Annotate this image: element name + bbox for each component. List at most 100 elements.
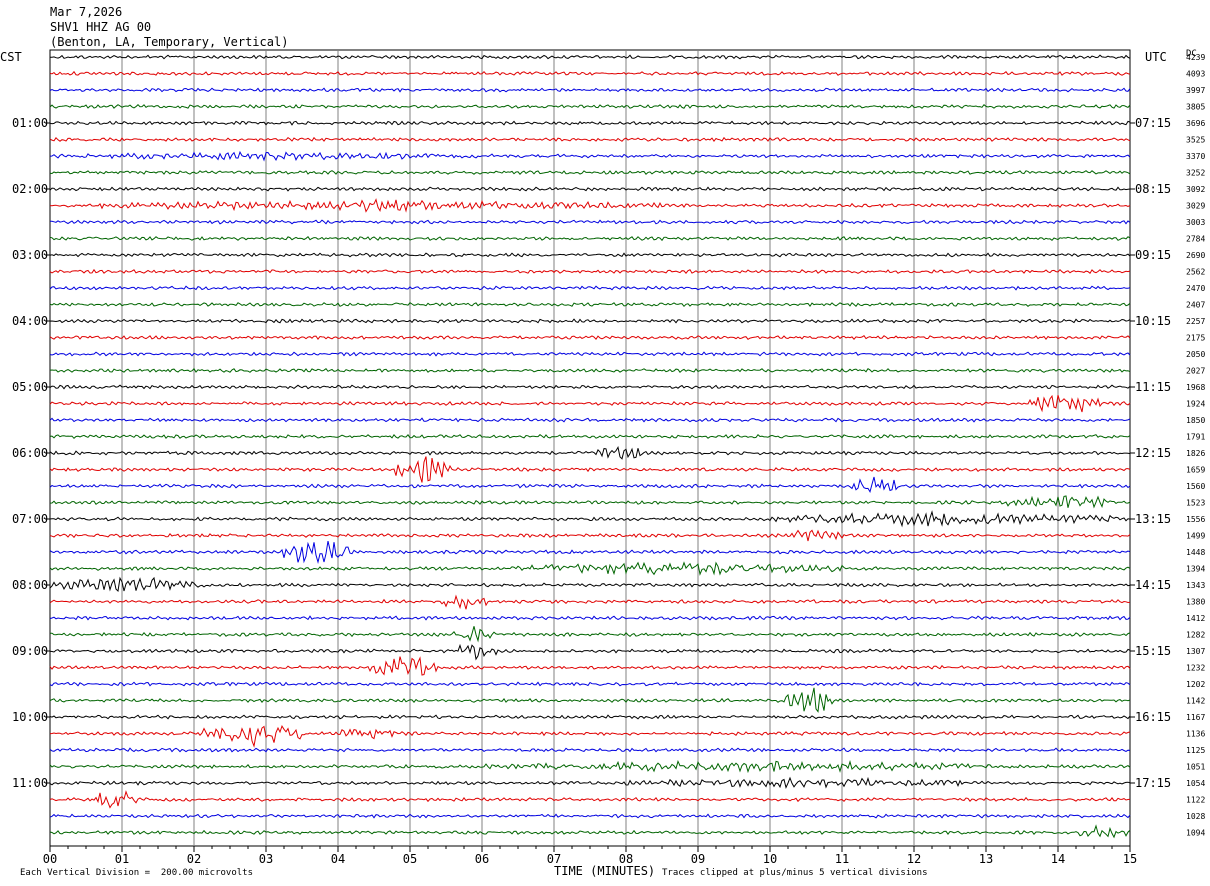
station-name: SHV1 HHZ AG 00	[50, 20, 152, 34]
plot-date: Mar 7,2026	[50, 5, 123, 19]
trace-row	[49, 529, 1131, 542]
dc-offset-label: 3092	[1186, 185, 1205, 194]
x-tick-label: 14	[1051, 852, 1065, 866]
trace-row	[49, 714, 1131, 720]
x-tick-label: 12	[907, 852, 921, 866]
left-time-label: 05:00	[12, 380, 48, 394]
dc-offset-label: 3252	[1186, 169, 1205, 178]
dc-offset-label: 1122	[1186, 796, 1205, 805]
trace-row	[49, 576, 1131, 593]
left-time-label: 11:00	[12, 776, 48, 790]
dc-offset-label: 1136	[1186, 730, 1205, 739]
right-time-label: 17:15	[1135, 776, 1171, 790]
trace-row	[49, 285, 1131, 291]
trace-row	[49, 790, 1131, 809]
dc-offset-label: 3696	[1186, 119, 1205, 128]
dc-offset-label: 1850	[1186, 416, 1205, 425]
dc-offset-label: 1968	[1186, 383, 1205, 392]
trace-row	[49, 681, 1131, 687]
trace-row	[49, 136, 1131, 142]
right-time-label: 13:15	[1135, 512, 1171, 526]
trace-row	[49, 335, 1131, 341]
x-tick-label: 10	[763, 852, 777, 866]
x-tick-label: 13	[979, 852, 993, 866]
trace-row	[49, 367, 1131, 373]
x-tick-label: 09	[691, 852, 705, 866]
x-tick-label: 07	[547, 852, 561, 866]
right-time-label: 10:15	[1135, 314, 1171, 328]
dc-offset-label: 1142	[1186, 697, 1205, 706]
trace-row	[49, 169, 1131, 175]
dc-offset-label: 1556	[1186, 515, 1205, 524]
trace-row	[49, 510, 1131, 528]
left-time-label: 08:00	[12, 578, 48, 592]
dc-offset-label: 1499	[1186, 532, 1205, 541]
dc-offset-label: 2050	[1186, 350, 1205, 359]
trace-row	[49, 824, 1131, 839]
right-time-label: 16:15	[1135, 710, 1171, 724]
right-time-label: 08:15	[1135, 182, 1171, 196]
dc-offset-label: 1448	[1186, 548, 1205, 557]
x-tick-label: 02	[187, 852, 201, 866]
left-timezone: CST	[0, 50, 22, 64]
trace-row	[49, 103, 1131, 109]
dc-offset-label: 3525	[1186, 136, 1205, 145]
right-time-label: 11:15	[1135, 380, 1171, 394]
dc-offset-label: 1167	[1186, 713, 1205, 722]
left-time-label: 07:00	[12, 512, 48, 526]
x-tick-label: 08	[619, 852, 633, 866]
trace-row	[49, 776, 1131, 790]
right-time-label: 09:15	[1135, 248, 1171, 262]
trace-row	[49, 70, 1131, 76]
x-tick-label: 01	[115, 852, 129, 866]
trace-row	[49, 268, 1131, 274]
dc-offset-label: 1125	[1186, 746, 1205, 755]
trace-row	[49, 759, 1131, 774]
plot-frame	[49, 49, 1131, 847]
dc-offset-label: 1791	[1186, 433, 1205, 442]
right-time-label: 15:15	[1135, 644, 1171, 658]
right-timezone: UTC	[1145, 50, 1167, 64]
x-tick-label: 03	[259, 852, 273, 866]
dc-offset-label: 1094	[1186, 829, 1205, 838]
dc-offset-label: 3370	[1186, 152, 1205, 161]
dc-offset-label: 2562	[1186, 268, 1205, 277]
dc-offset-label: 1412	[1186, 614, 1205, 623]
left-time-label: 10:00	[12, 710, 48, 724]
trace-row	[49, 433, 1131, 440]
dc-offset-label: 4239	[1186, 53, 1205, 62]
left-time-label: 04:00	[12, 314, 48, 328]
trace-row	[49, 235, 1131, 242]
left-time-label: 09:00	[12, 644, 48, 658]
trace-row	[49, 351, 1131, 357]
dc-offset-label: 2175	[1186, 334, 1205, 343]
clip-note: Traces clipped at plus/minus 5 vertical …	[662, 868, 928, 878]
dc-offset-label: 2027	[1186, 367, 1205, 376]
dc-offset-label: 1307	[1186, 647, 1205, 656]
x-tick-label: 06	[475, 852, 489, 866]
left-time-label: 01:00	[12, 116, 48, 130]
dc-offset-label: 1659	[1186, 466, 1205, 475]
dc-offset-label: 1232	[1186, 664, 1205, 673]
trace-row	[49, 594, 1131, 610]
trace-row	[49, 747, 1131, 753]
dc-offset-label: 1394	[1186, 565, 1205, 574]
trace-row	[49, 252, 1131, 258]
left-time-label: 02:00	[12, 182, 48, 196]
scale-note: Each Vertical Division = 200.00 microvol…	[20, 868, 253, 878]
x-tick-label: 00	[43, 852, 57, 866]
trace-row	[49, 120, 1131, 126]
dc-offset-label: 1924	[1186, 400, 1205, 409]
trace-row	[49, 476, 1131, 493]
dc-offset-label: 2407	[1186, 301, 1205, 310]
trace-row	[49, 813, 1131, 819]
x-tick-label: 04	[331, 852, 345, 866]
dc-header: DC	[1186, 49, 1197, 59]
dc-offset-label: 2690	[1186, 251, 1205, 260]
dc-offset-label: 1380	[1186, 598, 1205, 607]
dc-offset-label: 2784	[1186, 235, 1205, 244]
trace-row	[49, 615, 1131, 621]
trace-row	[49, 150, 1131, 162]
dc-offset-label: 3997	[1186, 86, 1205, 95]
